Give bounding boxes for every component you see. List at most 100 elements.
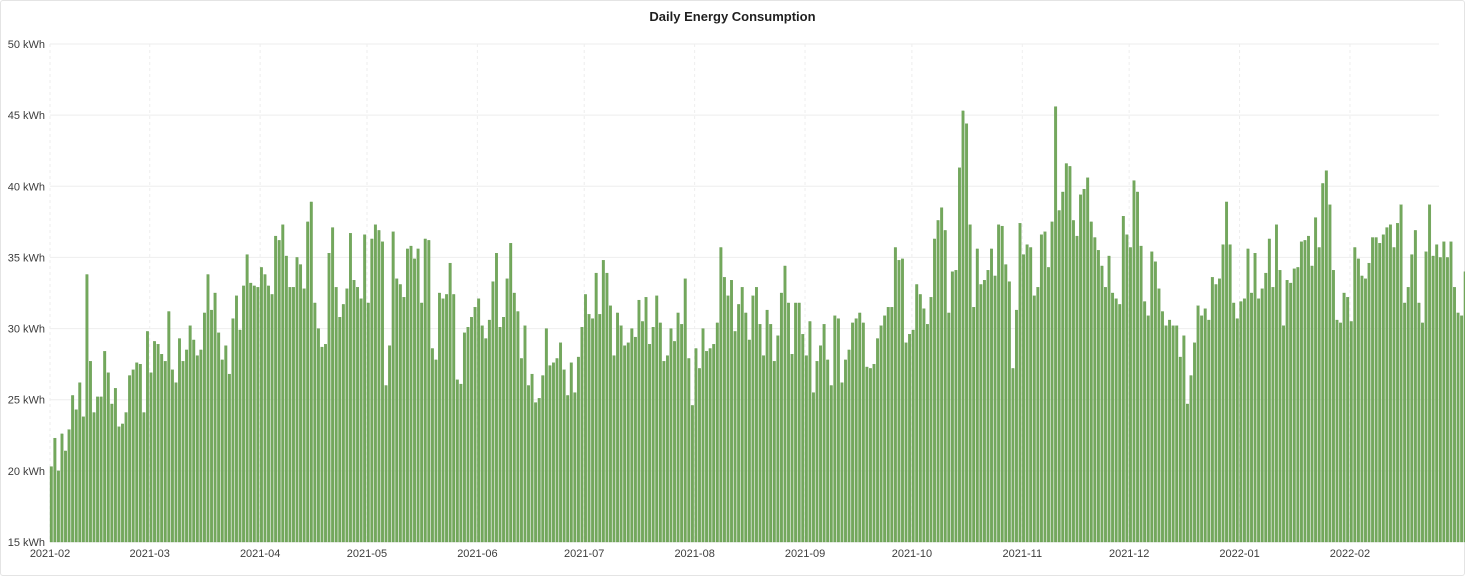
bar: [626, 342, 630, 543]
bar: [950, 271, 954, 543]
bar: [455, 379, 459, 543]
bar: [954, 270, 958, 543]
bar: [733, 331, 737, 543]
bar: [566, 395, 570, 543]
y-tick-label: 30 kWh: [8, 324, 45, 336]
bar: [135, 362, 139, 543]
bar: [113, 388, 117, 543]
bar: [1410, 254, 1414, 543]
bar: [1132, 180, 1136, 543]
bar: [655, 295, 659, 543]
bar: [1157, 288, 1161, 543]
bar: [1150, 251, 1154, 543]
y-tick-label: 35 kWh: [8, 252, 45, 264]
bar: [776, 335, 780, 543]
bar: [676, 312, 680, 543]
bar: [1242, 298, 1246, 543]
bar: [726, 295, 730, 543]
x-tick-label: 2021-02: [30, 548, 70, 560]
y-tick-label: 40 kWh: [8, 181, 45, 193]
bar: [730, 280, 733, 543]
bar: [1328, 204, 1332, 543]
bar: [559, 342, 563, 543]
bar: [1239, 301, 1243, 543]
bar: [430, 348, 434, 543]
bar: [519, 358, 523, 543]
bar: [1360, 275, 1364, 543]
bar: [149, 372, 153, 543]
bar: [448, 262, 452, 543]
bar: [106, 372, 110, 543]
bar: [1396, 223, 1399, 543]
bar: [808, 321, 812, 543]
bar: [573, 392, 577, 543]
bar: [630, 328, 634, 543]
bar: [242, 285, 246, 543]
bar: [858, 312, 862, 543]
bar: [1114, 298, 1118, 543]
bar: [580, 326, 584, 543]
bar: [1335, 319, 1339, 543]
bar: [961, 110, 965, 543]
bar: [552, 362, 555, 543]
bar: [1100, 265, 1104, 543]
bar: [274, 235, 278, 543]
bar: [769, 324, 773, 543]
bar: [1349, 321, 1353, 543]
bar: [1050, 221, 1054, 543]
bar: [213, 292, 217, 543]
bar: [883, 315, 887, 543]
bar: [680, 324, 684, 543]
bar: [537, 398, 541, 543]
bar: [1057, 210, 1061, 543]
bar: [1093, 237, 1097, 543]
bar: [1196, 305, 1200, 543]
bar: [1096, 250, 1100, 543]
bar: [865, 366, 869, 543]
bar: [49, 466, 53, 543]
bar: [1445, 257, 1449, 543]
bar: [569, 362, 573, 543]
bar: [555, 358, 559, 543]
bar: [790, 354, 794, 543]
bar: [925, 324, 929, 543]
bar: [181, 361, 185, 543]
bar: [1303, 240, 1307, 543]
bar: [473, 307, 477, 543]
bar: [1332, 270, 1335, 543]
bar: [1417, 302, 1421, 543]
bar: [1032, 295, 1036, 543]
bar: [715, 322, 719, 543]
bar: [982, 280, 986, 543]
bar: [195, 355, 199, 543]
bar: [1232, 302, 1236, 543]
bar: [612, 355, 616, 543]
bar: [480, 325, 484, 543]
bar: [1225, 201, 1229, 543]
bar: [1353, 247, 1357, 543]
bar: [1000, 225, 1004, 543]
bar: [281, 224, 285, 543]
bar: [915, 284, 919, 543]
bar: [170, 369, 174, 543]
x-tick-label: 2021-12: [1109, 548, 1149, 560]
bar: [787, 302, 790, 543]
bar: [854, 318, 858, 543]
bar: [772, 361, 776, 543]
bar: [972, 307, 976, 543]
bar: [235, 295, 238, 543]
bar: [1118, 304, 1122, 543]
bar: [1435, 244, 1439, 543]
bar: [1079, 194, 1082, 543]
bar: [1324, 170, 1328, 543]
bar: [1321, 183, 1325, 543]
bar: [1125, 234, 1129, 543]
bar: [965, 123, 969, 543]
x-tick-label: 2021-05: [347, 548, 387, 560]
bar: [740, 287, 744, 543]
bar: [1210, 277, 1214, 543]
bar: [56, 470, 60, 543]
x-tick-label: 2021-07: [564, 548, 604, 560]
bar: [908, 334, 912, 543]
bar: [708, 348, 712, 543]
